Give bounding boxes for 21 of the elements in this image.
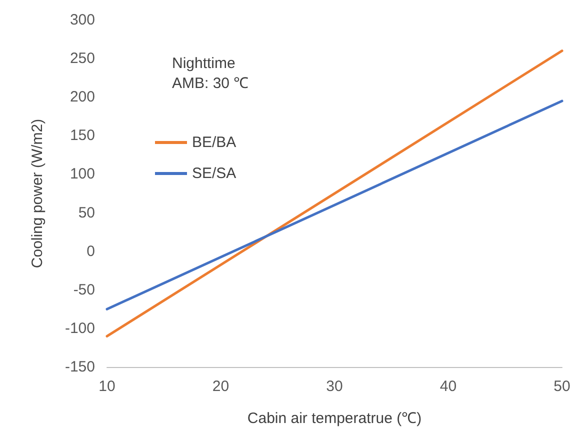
annotation: AMB: 30 ℃ (172, 75, 249, 92)
y-tick-label: 150 (70, 127, 95, 144)
y-tick-label: -50 (73, 281, 95, 298)
x-tick-label: 40 (440, 378, 457, 395)
x-tick-label: 50 (554, 378, 570, 395)
x-axis-title: Cabin air temperatrue (℃) (247, 410, 422, 427)
x-tick-label: 20 (212, 378, 230, 395)
y-tick-label: 0 (86, 242, 95, 260)
legend-label: BE/BA (192, 134, 236, 151)
y-tick-label: -100 (64, 320, 95, 337)
annotation: Nighttime (172, 55, 236, 72)
y-tick-label: -150 (64, 358, 95, 376)
y-axis-title: Cooling power (W/m2) (29, 118, 46, 268)
x-tick-label: 30 (326, 378, 343, 395)
y-tick-label: 200 (70, 88, 95, 106)
y-tick-label: 300 (70, 12, 95, 28)
y-tick-label: 250 (70, 50, 95, 68)
legend-label: SE/SA (192, 165, 236, 182)
x-tick-label: 10 (98, 378, 116, 395)
y-tick-label: 100 (70, 166, 95, 183)
y-tick-label: 50 (78, 204, 95, 222)
